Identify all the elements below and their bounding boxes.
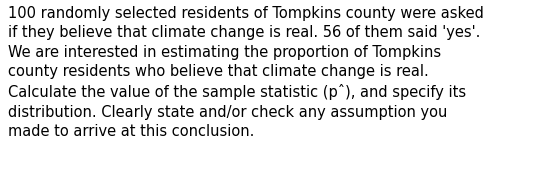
- Text: 100 randomly selected residents of Tompkins county were asked
if they believe th: 100 randomly selected residents of Tompk…: [8, 6, 484, 139]
